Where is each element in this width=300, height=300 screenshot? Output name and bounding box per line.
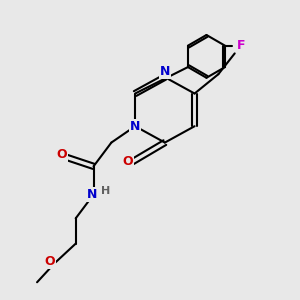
- Text: O: O: [122, 155, 133, 168]
- Text: N: N: [160, 65, 170, 78]
- Text: H: H: [101, 186, 111, 196]
- Text: N: N: [130, 120, 140, 133]
- Text: N: N: [87, 188, 97, 201]
- Text: O: O: [44, 255, 55, 268]
- Text: F: F: [236, 39, 245, 52]
- Text: O: O: [56, 148, 67, 161]
